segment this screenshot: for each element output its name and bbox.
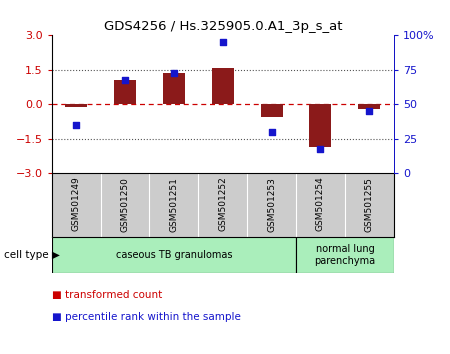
Bar (358, 104, 380, 109)
Text: GSM501254: GSM501254 (316, 177, 325, 232)
Text: GSM501251: GSM501251 (169, 177, 178, 232)
Bar (261, 104, 283, 117)
Point (170, 70, 177, 75)
Text: caseous TB granulomas: caseous TB granulomas (116, 250, 232, 260)
Text: ■ transformed count: ■ transformed count (52, 290, 162, 300)
Point (219, 40, 226, 45)
Text: GSM501250: GSM501250 (121, 177, 130, 232)
Bar (310, 104, 332, 147)
Bar (65, 104, 87, 107)
Text: GSM501253: GSM501253 (267, 177, 276, 232)
Text: GSM501255: GSM501255 (365, 177, 374, 232)
Text: normal lung
parenchyma: normal lung parenchyma (315, 244, 375, 266)
Text: GSM501252: GSM501252 (218, 177, 227, 232)
Text: cell type ▶: cell type ▶ (4, 250, 60, 260)
Point (317, 146, 324, 152)
Text: ■ percentile rank within the sample: ■ percentile rank within the sample (52, 312, 241, 321)
Bar (212, 68, 234, 104)
Point (72, 122, 80, 128)
Point (366, 108, 373, 114)
Text: GSM501249: GSM501249 (72, 177, 81, 232)
Point (268, 129, 275, 135)
Bar (52, 237, 296, 273)
Bar (114, 80, 136, 104)
Bar (296, 237, 394, 273)
Point (122, 77, 129, 82)
Bar (163, 73, 185, 104)
Title: GDS4256 / Hs.325905.0.A1_3p_s_at: GDS4256 / Hs.325905.0.A1_3p_s_at (104, 20, 342, 33)
